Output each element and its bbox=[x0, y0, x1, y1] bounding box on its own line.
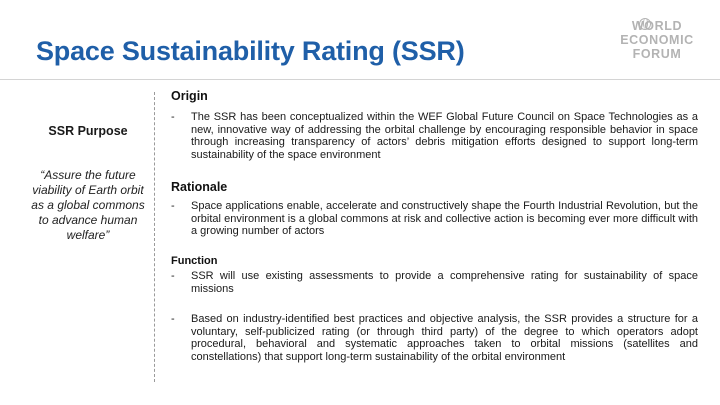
globe-icon bbox=[639, 18, 651, 30]
bullet-marker: - bbox=[171, 200, 175, 212]
purpose-panel: SSR Purpose “Assure the future viability… bbox=[28, 124, 148, 243]
bullet-marker: - bbox=[171, 270, 175, 282]
function-heading: Function bbox=[171, 255, 218, 267]
origin-heading: Origin bbox=[171, 89, 208, 103]
page-title: Space Sustainability Rating (SSR) bbox=[36, 36, 465, 66]
vertical-divider bbox=[154, 92, 155, 382]
origin-bullet-text: The SSR has been conceptualized within t… bbox=[191, 111, 698, 161]
logo-line-2: ECONOMIC bbox=[620, 33, 694, 47]
bullet-marker: - bbox=[171, 111, 175, 123]
function-bullet-1: - SSR will use existing assessments to p… bbox=[168, 270, 698, 295]
title-divider bbox=[0, 79, 720, 80]
logo-line-3: FORUM bbox=[632, 47, 682, 61]
rationale-bullet-text: Space applications enable, accelerate an… bbox=[191, 200, 698, 238]
rationale-heading: Rationale bbox=[171, 180, 228, 194]
function-bullet-2: - Based on industry-identified best prac… bbox=[168, 313, 698, 363]
bullet-marker: - bbox=[171, 313, 175, 325]
function-bullet-2-text: Based on industry-identified best practi… bbox=[191, 313, 698, 363]
function-bullet-1-text: SSR will use existing assessments to pro… bbox=[191, 270, 698, 295]
purpose-quote: “Assure the future viability of Earth or… bbox=[31, 168, 145, 242]
origin-bullet: - The SSR has been conceptualized within… bbox=[168, 111, 698, 161]
purpose-label: SSR Purpose bbox=[48, 124, 128, 138]
wef-logo: WORLD ECONOMIC FORUM bbox=[612, 18, 702, 61]
rationale-bullet: - Space applications enable, accelerate … bbox=[168, 200, 698, 238]
logo-line-1: WORLD bbox=[631, 19, 683, 33]
